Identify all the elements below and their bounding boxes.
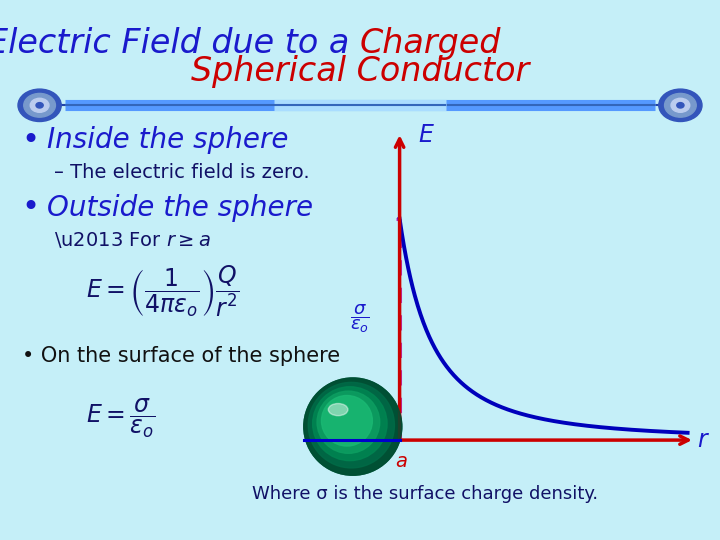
Circle shape [671, 98, 690, 112]
Ellipse shape [304, 378, 402, 475]
Circle shape [24, 93, 55, 117]
Text: $a$: $a$ [395, 452, 408, 471]
Ellipse shape [304, 378, 402, 475]
Circle shape [659, 89, 702, 122]
Ellipse shape [308, 382, 395, 468]
Ellipse shape [321, 395, 372, 446]
Text: Inside the sphere: Inside the sphere [47, 126, 288, 154]
Text: Where σ is the surface charge density.: Where σ is the surface charge density. [252, 485, 598, 503]
Ellipse shape [312, 387, 387, 461]
Circle shape [18, 89, 61, 122]
Ellipse shape [328, 403, 348, 416]
Text: \u2013 For $r \geq a$: \u2013 For $r \geq a$ [54, 230, 211, 251]
Text: Outside the sphere: Outside the sphere [47, 194, 313, 222]
Text: •: • [22, 193, 40, 222]
Text: Electric Field due to a: Electric Field due to a [0, 26, 360, 60]
Circle shape [36, 103, 43, 108]
Circle shape [677, 103, 684, 108]
Text: $\dfrac{\sigma}{\varepsilon_o}$: $\dfrac{\sigma}{\varepsilon_o}$ [350, 302, 370, 335]
Text: Spherical Conductor: Spherical Conductor [191, 55, 529, 88]
Circle shape [30, 98, 49, 112]
Text: $E$: $E$ [418, 123, 434, 147]
Text: – The electric field is zero.: – The electric field is zero. [54, 163, 310, 183]
Text: $E = \dfrac{\sigma}{\varepsilon_o}$: $E = \dfrac{\sigma}{\varepsilon_o}$ [86, 397, 156, 440]
Text: • On the surface of the sphere: • On the surface of the sphere [22, 346, 340, 367]
Ellipse shape [317, 391, 379, 454]
Text: $E = \left(\dfrac{1}{4\pi\varepsilon_o}\right)\dfrac{Q}{r^2}$: $E = \left(\dfrac{1}{4\pi\varepsilon_o}\… [86, 264, 240, 319]
Text: •: • [22, 126, 40, 155]
Circle shape [665, 93, 696, 117]
Text: Charged: Charged [360, 26, 501, 60]
Text: $r$: $r$ [697, 428, 710, 452]
